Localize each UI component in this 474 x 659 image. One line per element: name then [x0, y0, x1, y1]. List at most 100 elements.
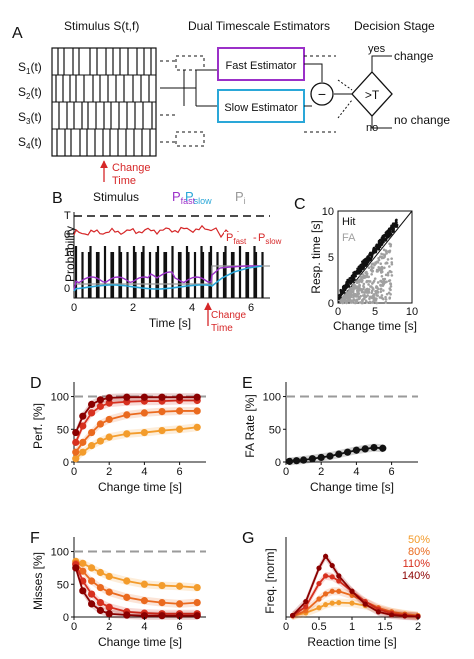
- fa-point: [359, 301, 362, 304]
- series-point: [123, 611, 130, 618]
- fa-point: [379, 284, 382, 287]
- panel-letter-f: F: [30, 530, 40, 547]
- series-point: [123, 394, 130, 401]
- fa-point: [390, 257, 393, 260]
- hit-point: [357, 271, 360, 274]
- hit-point: [363, 261, 366, 264]
- g-xtick: 0.5: [311, 621, 326, 633]
- series-point: [158, 582, 165, 589]
- g-xtick: 1.5: [377, 621, 392, 633]
- fa-point: [367, 291, 370, 294]
- series-point: [389, 612, 394, 617]
- channel-label-4: S4(t): [18, 135, 42, 151]
- fa-point: [363, 297, 366, 300]
- hit-point: [376, 246, 379, 249]
- e-ylabel: FA Rate [%]: [243, 394, 257, 457]
- f-xlabel: Change time [s]: [98, 635, 182, 649]
- b-inset-legend: Pfast - Pslow: [224, 232, 282, 246]
- fa-point: [382, 278, 385, 281]
- series-point: [97, 584, 104, 591]
- ytick-100: 100: [51, 392, 69, 404]
- fa-point: [383, 249, 386, 252]
- series-point: [323, 591, 328, 596]
- hit-point: [385, 230, 388, 233]
- f-ylabel: Misses [%]: [31, 552, 45, 610]
- series-point: [176, 394, 183, 401]
- g-xtick: 1: [349, 621, 355, 633]
- fa-point: [371, 301, 374, 304]
- fa-point: [373, 293, 376, 296]
- series-point: [123, 577, 130, 584]
- xtick-0: 0: [71, 466, 77, 478]
- g-ylabel: Freq. [norm]: [263, 548, 277, 613]
- fa-point: [361, 299, 364, 302]
- channel-labels: S1(t) S2(t) S3(t) S4(t): [18, 60, 42, 151]
- fa-point: [389, 245, 392, 248]
- series-point: [72, 564, 79, 571]
- b-xtick-0: 0: [71, 302, 77, 314]
- decision-no: no: [366, 122, 378, 134]
- series-point: [123, 411, 130, 418]
- series-point: [88, 600, 95, 607]
- hit-point: [372, 248, 375, 251]
- xtick-0: 0: [283, 466, 289, 478]
- hit-point: [390, 225, 393, 228]
- xtick-4: 4: [353, 466, 359, 478]
- change-time-label-2: Time: [112, 175, 136, 187]
- fa-point: [356, 293, 359, 296]
- fa-point: [388, 251, 391, 254]
- c-xtick: 10: [406, 306, 418, 318]
- series-point: [106, 394, 113, 401]
- series-point: [158, 408, 165, 415]
- hit-point: [392, 230, 395, 233]
- series-point: [141, 409, 148, 416]
- c-xtick: 5: [372, 306, 378, 318]
- panel-letter-a: A: [12, 25, 23, 42]
- series-point: [72, 449, 79, 456]
- series-point: [106, 434, 113, 441]
- series-point: [316, 605, 321, 610]
- legend-80pct: 80%: [408, 546, 430, 558]
- series-point: [376, 609, 381, 614]
- series-point: [158, 599, 165, 606]
- fa-point: [368, 266, 371, 269]
- c-ylabel: Resp. time [s]: [309, 220, 323, 293]
- fa-point: [363, 294, 366, 297]
- fa-point: [375, 286, 378, 289]
- fa-point: [342, 301, 345, 304]
- c-ytick: 10: [322, 206, 334, 218]
- hit-point: [345, 283, 348, 286]
- panel-b: B Stimulus Pfast Pslow Pi T 0 1 0 Probab…: [52, 189, 282, 334]
- panel-letter-g: G: [242, 530, 254, 547]
- hit-point: [383, 234, 386, 237]
- fa-point: [344, 295, 347, 298]
- chart-c: CHitFA0 5 100510Change time [s]Resp. time …: [294, 196, 418, 333]
- fa-point: [359, 295, 362, 298]
- fa-point: [361, 302, 364, 305]
- fa-point: [376, 260, 379, 263]
- series-point: [88, 442, 95, 449]
- series-point: [194, 394, 201, 401]
- b-change-time-2: Time: [211, 323, 233, 334]
- b-change-time-1: Change: [211, 310, 246, 321]
- series-point: [316, 581, 321, 586]
- fa-point: [369, 280, 372, 283]
- xtick-2: 2: [106, 621, 112, 633]
- ytick-50: 50: [269, 424, 281, 436]
- hit-point: [395, 219, 398, 222]
- subtract-symbol: −: [318, 86, 326, 102]
- fa-point: [366, 294, 369, 297]
- fa-point: [382, 289, 385, 292]
- fa-point: [388, 280, 391, 283]
- series-point: [330, 563, 335, 568]
- series-point: [88, 401, 95, 408]
- panel-letter-e: E: [242, 375, 253, 392]
- fa-point: [381, 294, 384, 297]
- fa-point: [379, 255, 382, 258]
- ytick-50: 50: [57, 424, 69, 436]
- fa-point: [368, 297, 371, 300]
- fa-point: [389, 289, 392, 292]
- fa-point: [357, 281, 360, 284]
- stimulus-title: Stimulus S(t,f): [64, 19, 139, 33]
- panel-letter-d: D: [30, 375, 42, 392]
